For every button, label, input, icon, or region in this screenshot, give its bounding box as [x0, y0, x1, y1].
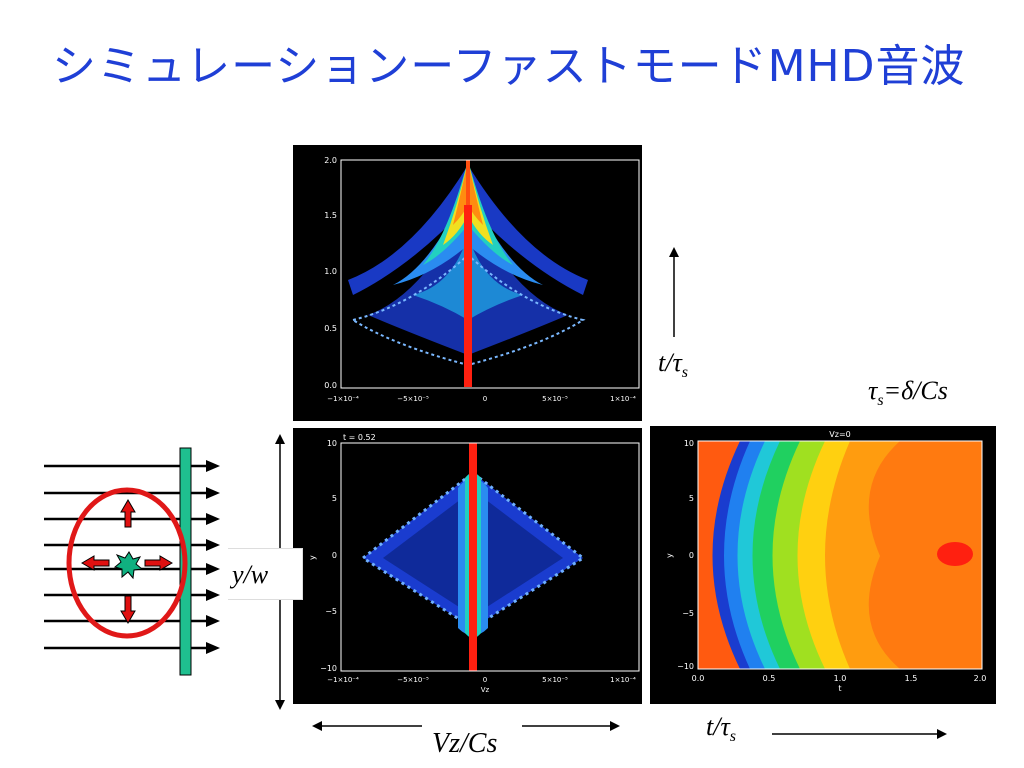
red-ellipse — [66, 487, 188, 639]
vz-cs-label: Vz/Cs — [432, 728, 498, 759]
bottom-left-time-annotation: t = 0.52 — [343, 433, 376, 442]
tau-def-rest: =δ/Cs — [883, 376, 948, 405]
top-x-tick-2: 0 — [483, 395, 487, 403]
br-x-tick-1: 0.5 — [763, 674, 776, 683]
top-x-tick-3: 5×10⁻⁵ — [542, 395, 568, 403]
top-x-tick-1: −5×10⁻⁵ — [397, 395, 429, 403]
top-y-tick-0: 0.0 — [324, 381, 337, 390]
bottom-left-y-label: y — [308, 555, 317, 560]
vz-axis-double-arrow — [312, 721, 620, 731]
s-subscript: s — [729, 728, 736, 746]
top-simulation-plot: 0.0 0.5 1.0 1.5 2.0 −1×10⁻⁴ −5×10⁻⁵ 0 5×… — [324, 156, 640, 403]
bl-x-tick-1: −5×10⁻⁵ — [397, 676, 429, 684]
br-y-tick-3: 5 — [689, 494, 694, 503]
bl-y-tick-1: −5 — [325, 607, 337, 616]
bl-x-tick-4: 1×10⁻⁴ — [610, 676, 636, 684]
bl-y-tick-4: 10 — [327, 439, 337, 448]
top-x-tick-0: −1×10⁻⁴ — [327, 395, 359, 403]
page-title: シミュレーションーファストモードMHD音波 — [52, 41, 966, 92]
t-text: t/ — [658, 348, 673, 377]
bottom-right-annotation: Vz=0 — [829, 430, 850, 439]
top-y-tick-4: 2.0 — [324, 156, 337, 165]
br-y-tick-4: 10 — [684, 439, 694, 448]
time-right-arrow — [772, 729, 947, 739]
bottom-right-y-label: y — [665, 553, 674, 558]
burst-star-icon — [113, 551, 144, 580]
y-w-label: y/w — [232, 560, 269, 589]
top-simulation-panel: 0.0 0.5 1.0 1.5 2.0 −1×10⁻⁴ −5×10⁻⁵ 0 5×… — [293, 145, 642, 421]
bottom-right-simulation-plot: Vz=0 y −10 −5 0 5 10 0.0 0.5 1.0 1.5 2.0… — [665, 430, 987, 693]
tau-text: τ — [868, 376, 878, 405]
top-y-tick-3: 1.5 — [324, 211, 337, 220]
br-y-tick-1: −5 — [682, 609, 694, 618]
t-tau-top-label: t/τs — [658, 348, 688, 382]
t-tau-bottom-label: t/τs — [706, 712, 736, 746]
br-y-tick-0: −10 — [677, 662, 694, 671]
time-up-arrow — [669, 247, 679, 337]
top-y-tick-1: 0.5 — [324, 324, 337, 333]
tau-text: τ — [672, 348, 682, 377]
br-x-tick-3: 1.5 — [905, 674, 918, 683]
bottom-left-simulation-panel: t = 0.52 y −10 −5 0 5 10 −1×10⁻⁴ −5×10⁻⁵… — [293, 428, 642, 704]
br-x-tick-0: 0.0 — [692, 674, 705, 683]
y-w-label-box — [228, 548, 303, 600]
bl-y-tick-0: −10 — [320, 664, 337, 673]
bl-y-tick-3: 5 — [332, 494, 337, 503]
s-subscript: s — [877, 392, 884, 410]
tau-definition: τs=δ/Cs — [868, 376, 948, 410]
bottom-left-x-label: Vz — [481, 686, 490, 694]
bottom-left-simulation-plot: t = 0.52 y −10 −5 0 5 10 −1×10⁻⁴ −5×10⁻⁵… — [308, 433, 640, 694]
br-y-tick-2: 0 — [689, 551, 694, 560]
bl-y-tick-2: 0 — [332, 551, 337, 560]
bottom-right-simulation-panel: Vz=0 y −10 −5 0 5 10 0.0 0.5 1.0 1.5 2.0… — [650, 426, 996, 704]
bl-x-tick-0: −1×10⁻⁴ — [327, 676, 359, 684]
red-direction-arrows — [81, 499, 173, 624]
top-x-tick-4: 1×10⁻⁴ — [610, 395, 636, 403]
top-y-tick-2: 1.0 — [324, 267, 337, 276]
br-x-tick-2: 1.0 — [834, 674, 847, 683]
schematic-diagram — [44, 447, 220, 676]
bl-x-tick-2: 0 — [483, 676, 487, 684]
bottom-right-x-label: t — [838, 684, 841, 693]
br-x-tick-4: 2.0 — [974, 674, 987, 683]
t-text: t/ — [706, 712, 721, 741]
tau-text: τ — [720, 712, 730, 741]
bl-x-tick-3: 5×10⁻⁵ — [542, 676, 568, 684]
s-subscript: s — [681, 364, 688, 382]
field-arrowheads — [206, 460, 220, 654]
